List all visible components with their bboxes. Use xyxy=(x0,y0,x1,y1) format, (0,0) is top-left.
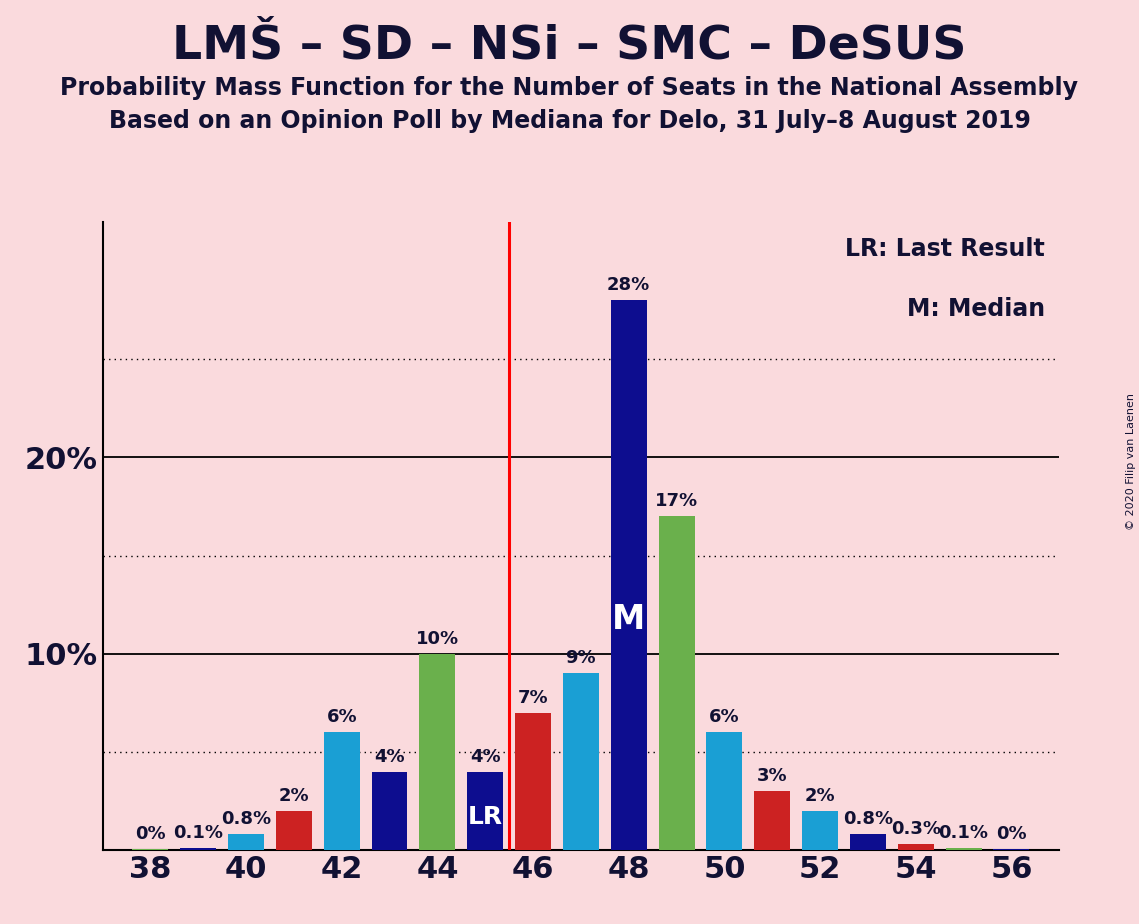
Text: 0%: 0% xyxy=(136,825,165,844)
Text: 0.8%: 0.8% xyxy=(843,810,893,829)
Text: Based on an Opinion Poll by Mediana for Delo, 31 July–8 August 2019: Based on an Opinion Poll by Mediana for … xyxy=(108,109,1031,133)
Text: Probability Mass Function for the Number of Seats in the National Assembly: Probability Mass Function for the Number… xyxy=(60,76,1079,100)
Bar xyxy=(993,849,1030,850)
Text: M: Median: M: Median xyxy=(907,298,1044,322)
Bar xyxy=(945,848,982,850)
Text: 4%: 4% xyxy=(375,748,404,766)
Bar xyxy=(754,791,790,850)
Text: © 2020 Filip van Laenen: © 2020 Filip van Laenen xyxy=(1126,394,1136,530)
Bar xyxy=(180,848,216,850)
Bar xyxy=(515,712,551,850)
Bar xyxy=(611,300,647,850)
Text: 0.8%: 0.8% xyxy=(221,810,271,829)
Bar xyxy=(228,834,264,850)
Text: 10%: 10% xyxy=(416,630,459,648)
Text: 2%: 2% xyxy=(805,787,835,805)
Text: 0.1%: 0.1% xyxy=(173,824,223,843)
Bar xyxy=(802,811,838,850)
Text: 0%: 0% xyxy=(997,825,1026,844)
Text: LMŠ – SD – NSi – SMC – DeSUS: LMŠ – SD – NSi – SMC – DeSUS xyxy=(172,23,967,68)
Text: 7%: 7% xyxy=(518,688,548,707)
Text: 4%: 4% xyxy=(470,748,500,766)
Bar xyxy=(132,849,169,850)
Text: LR: LR xyxy=(468,805,502,829)
Text: 6%: 6% xyxy=(327,709,357,726)
Text: 17%: 17% xyxy=(655,492,698,510)
Text: M: M xyxy=(612,602,646,636)
Bar xyxy=(658,517,695,850)
Bar xyxy=(467,772,503,850)
Bar xyxy=(898,845,934,850)
Bar xyxy=(276,811,312,850)
Bar xyxy=(419,654,456,850)
Bar xyxy=(323,732,360,850)
Bar xyxy=(563,674,599,850)
Text: 28%: 28% xyxy=(607,276,650,295)
Bar xyxy=(850,834,886,850)
Text: 3%: 3% xyxy=(757,767,787,785)
Text: LR: Last Result: LR: Last Result xyxy=(845,237,1044,261)
Text: 2%: 2% xyxy=(279,787,309,805)
Text: 0.3%: 0.3% xyxy=(891,821,941,838)
Text: 9%: 9% xyxy=(566,650,596,667)
Text: 0.1%: 0.1% xyxy=(939,824,989,843)
Text: 6%: 6% xyxy=(710,709,739,726)
Bar xyxy=(371,772,408,850)
Bar xyxy=(706,732,743,850)
